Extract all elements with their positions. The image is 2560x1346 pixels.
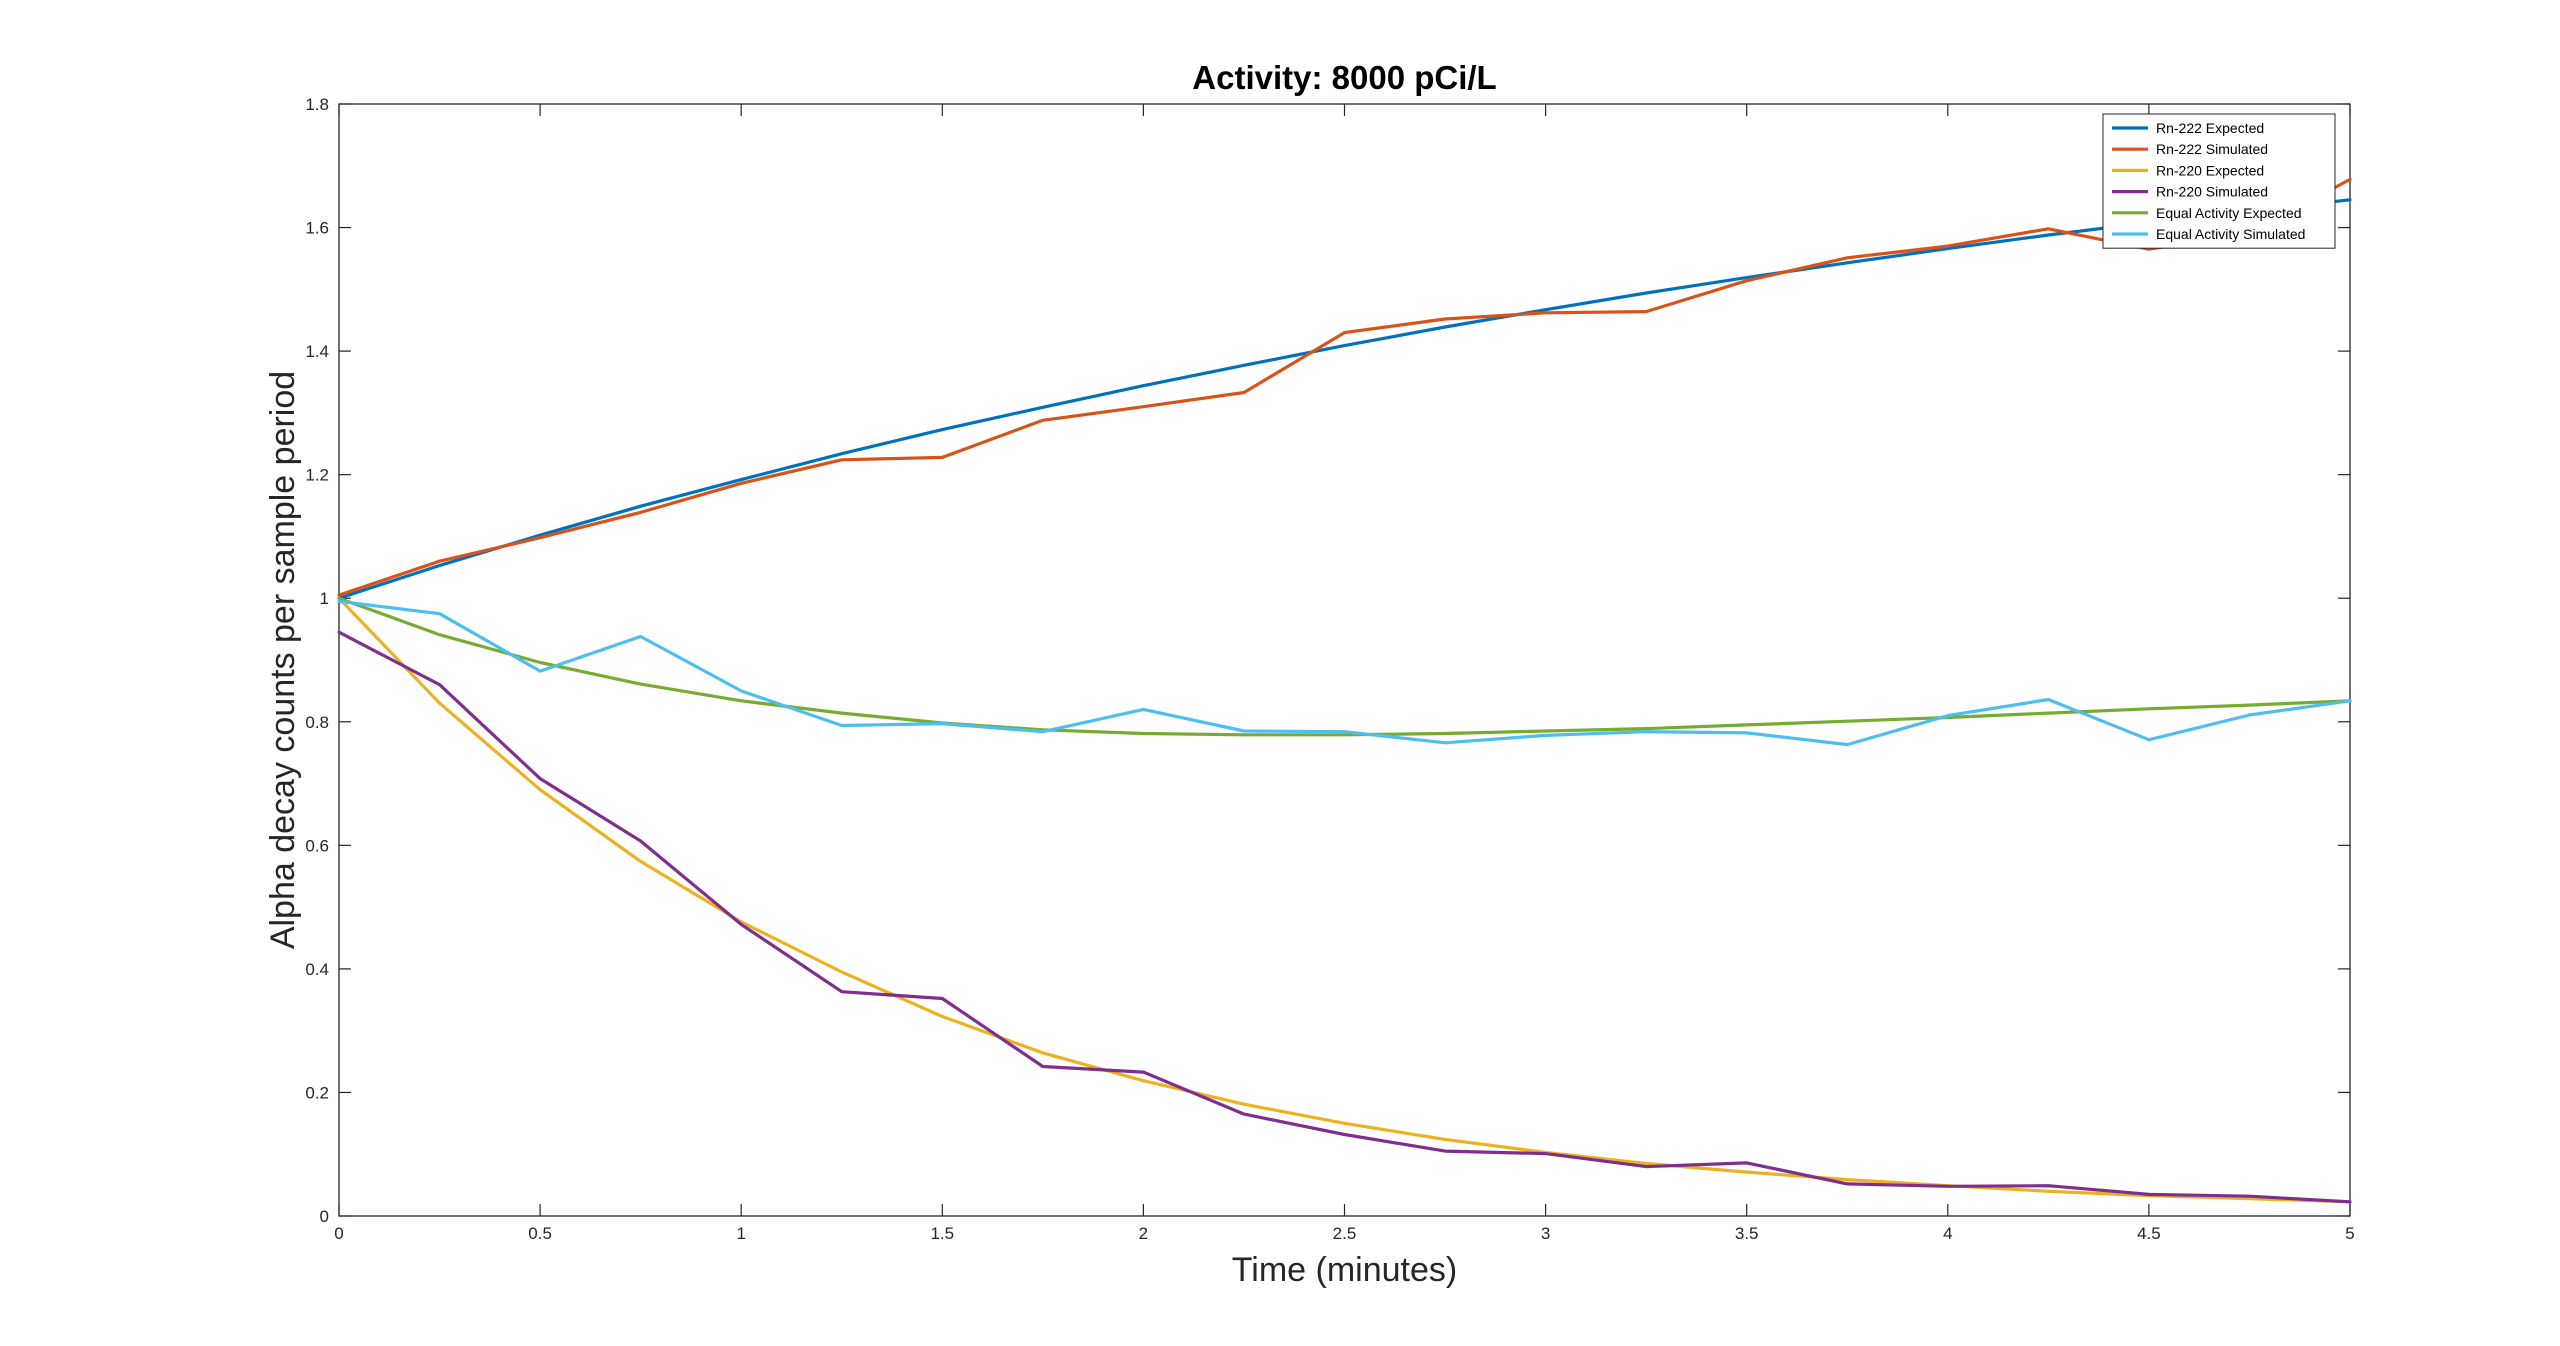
y-tick-label: 1.6 bbox=[305, 219, 329, 238]
series-line-4 bbox=[337, 630, 2352, 1204]
plot-lines bbox=[337, 177, 2352, 1204]
x-tick-label: 4 bbox=[1943, 1224, 1952, 1243]
y-tick-label: 0.4 bbox=[305, 960, 329, 979]
x-tick-label: 3 bbox=[1541, 1224, 1550, 1243]
y-tick-label: 0 bbox=[320, 1207, 329, 1226]
x-tick-label: 2.5 bbox=[1333, 1224, 1357, 1243]
y-tick-label: 0.2 bbox=[305, 1083, 329, 1102]
legend-label: Rn-222 Simulated bbox=[2156, 141, 2268, 157]
x-tick-label: 4.5 bbox=[2137, 1224, 2161, 1243]
y-tick-label: 1.8 bbox=[305, 95, 329, 114]
x-tick-label: 1 bbox=[736, 1224, 745, 1243]
legend-entry: Equal Activity Simulated bbox=[2112, 226, 2305, 242]
chart-title: Activity: 8000 pCi/L bbox=[1192, 59, 1496, 96]
legend-box bbox=[2102, 113, 2336, 249]
x-tick-label: 0.5 bbox=[528, 1224, 552, 1243]
series-line-1 bbox=[337, 198, 2352, 600]
y-tick-label: 1 bbox=[320, 589, 329, 608]
series-line-6 bbox=[337, 599, 2352, 747]
x-tick-label: 0 bbox=[334, 1224, 343, 1243]
x-tick-label: 3.5 bbox=[1735, 1224, 1759, 1243]
x-axis-label: Time (minutes) bbox=[1232, 1251, 1457, 1289]
series-line-5 bbox=[337, 596, 2352, 737]
legend-label: Equal Activity Simulated bbox=[2156, 226, 2305, 242]
axes-box bbox=[338, 103, 2351, 1217]
y-tick-label: 0.8 bbox=[305, 713, 329, 732]
series-line-2 bbox=[337, 177, 2352, 597]
series-line-3 bbox=[337, 596, 2352, 1204]
legend-label: Rn-222 Expected bbox=[2156, 120, 2264, 136]
legend-label: Rn-220 Simulated bbox=[2156, 184, 2268, 200]
ticks-layer: 0 0.5 1 1.5 2 2.5 3 3.5 4 4.5 5 0 0.2 0.4 0.6 0.8 1 1.2 1.… bbox=[305, 95, 2354, 1243]
legend-label: Equal Activity Expected bbox=[2156, 205, 2302, 221]
legend: Rn-222 Expected Rn-222 Simulated Rn-220 Ex… bbox=[2102, 113, 2336, 249]
y-tick-label: 0.6 bbox=[305, 836, 329, 855]
legend-entries: Rn-222 Expected Rn-222 Simulated Rn-220 Ex… bbox=[2112, 120, 2305, 242]
x-tick-label: 5 bbox=[2345, 1224, 2354, 1243]
legend-entry: Rn-220 Simulated bbox=[2112, 184, 2268, 200]
legend-label: Rn-220 Expected bbox=[2156, 162, 2264, 178]
legend-entry: Equal Activity Expected bbox=[2112, 205, 2302, 221]
y-axis-label: Alpha decay counts per sample period bbox=[264, 371, 302, 949]
legend-entry: Rn-222 Simulated bbox=[2112, 141, 2268, 157]
y-tick-label: 1.2 bbox=[305, 466, 329, 485]
legend-entry: Rn-222 Expected bbox=[2112, 120, 2264, 136]
x-tick-label: 1.5 bbox=[930, 1224, 954, 1243]
x-tick-label: 2 bbox=[1139, 1224, 1148, 1243]
legend-entry: Rn-220 Expected bbox=[2112, 162, 2264, 178]
y-tick-label: 1.4 bbox=[305, 342, 329, 361]
